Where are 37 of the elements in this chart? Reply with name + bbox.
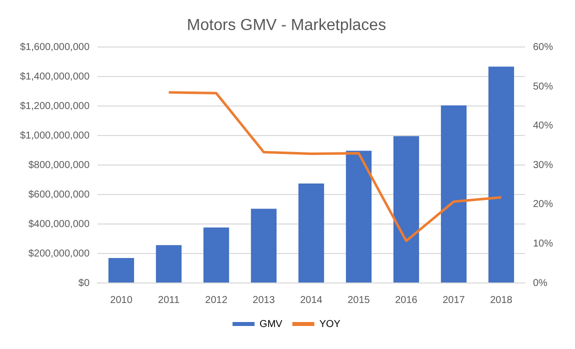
y2-tick-label: 50%	[532, 81, 554, 92]
bar	[488, 66, 514, 282]
bar	[156, 245, 182, 282]
bar	[298, 184, 324, 282]
y-tick-label: $200,000,000	[28, 248, 90, 260]
y2-tick-label: 0%	[532, 278, 548, 289]
y2-tick-label: 40%	[532, 120, 554, 132]
x-tick-label: 2017	[442, 294, 466, 306]
bar	[346, 150, 372, 282]
y-tick-label: $800,000,000	[28, 160, 90, 171]
bar	[393, 136, 420, 282]
x-tick-label: 2015	[348, 294, 370, 306]
bar	[440, 105, 467, 282]
y-tick-label: $400,000,000	[28, 218, 90, 230]
bar	[203, 227, 230, 282]
y2-tick-label: 30%	[532, 160, 554, 171]
legend-label: YOY	[319, 318, 341, 330]
y-tick-label: $1,400,000,000	[20, 71, 90, 82]
y2-tick-label: 20%	[532, 199, 554, 210]
y-tick-label: $600,000,000	[28, 189, 90, 200]
x-tick-label: 2010	[110, 294, 133, 306]
chart-title: Motors GMV - Marketplaces	[186, 17, 386, 34]
y2-tick-label: 10%	[532, 238, 554, 250]
legend-label: GMV	[260, 318, 283, 330]
x-tick-label: 2011	[158, 294, 180, 306]
y2-tick-label: 60%	[532, 42, 554, 53]
y-tick-label: $1,200,000,000	[20, 100, 90, 112]
y-tick-label: $1,000,000,000	[20, 130, 90, 142]
x-tick-label: 2018	[490, 294, 513, 306]
bar	[108, 258, 134, 282]
x-tick-label: 2014	[300, 294, 323, 306]
bar	[250, 208, 277, 282]
x-tick-label: 2016	[395, 294, 418, 306]
y-tick-label: $0	[78, 278, 90, 289]
x-tick-label: 2012	[205, 294, 228, 306]
x-tick-label: 2013	[252, 294, 276, 306]
y-tick-label: $1,600,000,000	[20, 42, 90, 53]
